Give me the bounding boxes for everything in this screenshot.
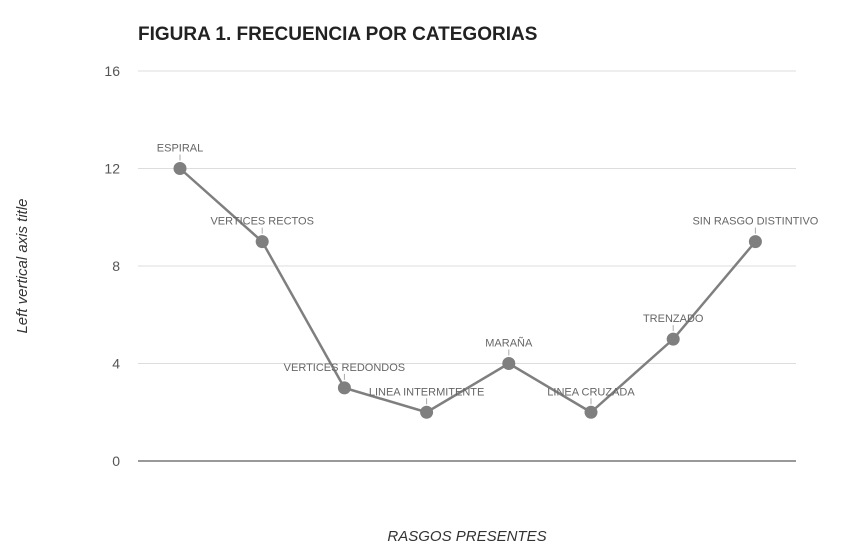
gridlines bbox=[138, 70, 796, 364]
y-axis-title: Left vertical axis title bbox=[14, 198, 31, 333]
data-point bbox=[584, 405, 598, 419]
y-tick-label: 16 bbox=[104, 63, 120, 79]
data-point bbox=[255, 235, 269, 249]
data-point bbox=[502, 357, 516, 370]
series-line bbox=[179, 167, 757, 414]
x-axis-title: RASGOS PRESENTES bbox=[387, 528, 546, 545]
data-point-label: VERTICES RECTOS bbox=[210, 216, 314, 228]
data-point bbox=[666, 332, 680, 346]
data-point bbox=[173, 162, 187, 175]
data-point-label: VERTICES REDONDOS bbox=[284, 362, 405, 374]
y-axis-ticks: 0 4 8 12 16 bbox=[104, 63, 120, 469]
y-tick-label: 8 bbox=[112, 258, 120, 274]
data-point-label: LINEA INTERMITENTE bbox=[369, 386, 485, 398]
data-point-label: SIN RASGO DISTINTIVO bbox=[692, 216, 818, 228]
y-tick-label: 0 bbox=[112, 453, 120, 469]
y-tick-label: 12 bbox=[104, 161, 120, 177]
data-point-label: LINEA CRUZADA bbox=[547, 386, 635, 398]
data-point bbox=[420, 405, 434, 419]
point-labels: ESPIRAL VERTICES RECTOS VERTICES REDONDOS L… bbox=[157, 143, 819, 405]
data-point bbox=[748, 235, 762, 249]
data-point-label: ESPIRAL bbox=[157, 143, 203, 155]
y-tick-label: 4 bbox=[112, 356, 120, 372]
chart-title: FIGURA 1. FRECUENCIA POR CATEGORIAS bbox=[138, 24, 537, 45]
series bbox=[173, 162, 762, 419]
data-point-label: MARAÑA bbox=[485, 337, 533, 350]
data-point bbox=[337, 381, 351, 395]
data-point-label: TRENZADO bbox=[643, 313, 704, 325]
